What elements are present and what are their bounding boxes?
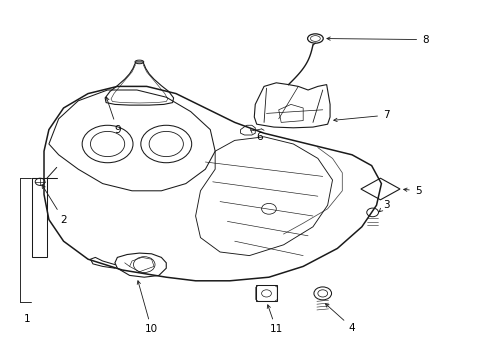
Text: 11: 11 bbox=[267, 305, 283, 334]
Text: 8: 8 bbox=[326, 35, 428, 45]
Text: 10: 10 bbox=[137, 281, 158, 334]
Text: 9: 9 bbox=[105, 97, 121, 135]
Text: 6: 6 bbox=[250, 130, 262, 142]
Text: 4: 4 bbox=[325, 304, 355, 333]
Text: 2: 2 bbox=[42, 185, 67, 225]
Text: 3: 3 bbox=[378, 200, 389, 212]
Text: 1: 1 bbox=[23, 314, 30, 324]
Text: 7: 7 bbox=[333, 110, 389, 122]
Text: 5: 5 bbox=[403, 186, 421, 196]
